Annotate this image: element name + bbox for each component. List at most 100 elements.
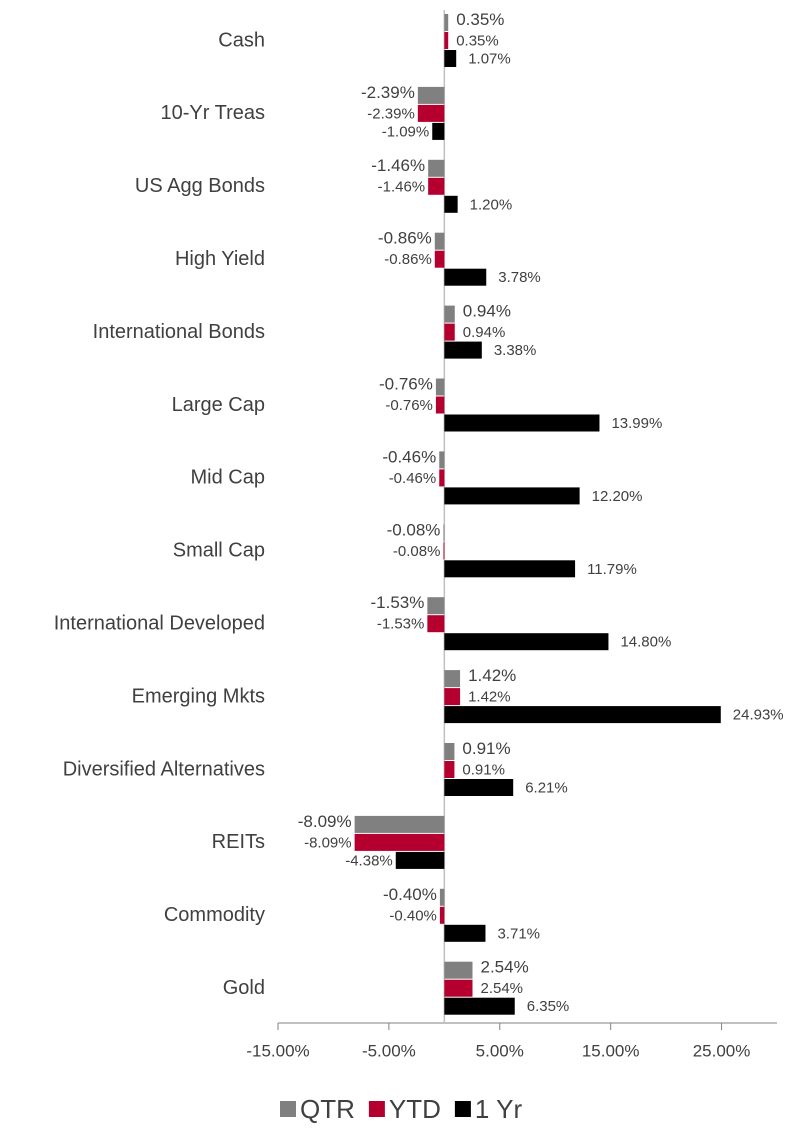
x-tick-label: 5.00% (476, 1041, 524, 1060)
bar (444, 761, 455, 778)
value-label: -0.08% (393, 543, 441, 560)
value-label: 6.35% (527, 998, 570, 1015)
category-label: Diversified Alternatives (63, 758, 265, 780)
bar (443, 542, 445, 560)
bar (443, 524, 445, 542)
bar (354, 815, 445, 833)
value-label: -0.86% (384, 251, 432, 268)
bar (444, 487, 580, 505)
legend-swatch (454, 1101, 471, 1117)
value-label: 1.42% (468, 666, 516, 685)
value-label: 14.80% (620, 634, 671, 651)
value-label: -0.40% (383, 885, 437, 904)
value-label: 0.35% (456, 10, 504, 29)
legend-swatch (280, 1101, 296, 1117)
bar (428, 159, 445, 177)
bar (432, 122, 445, 140)
bar (444, 195, 458, 213)
value-label: -0.40% (389, 907, 437, 924)
value-label: -0.46% (382, 447, 436, 466)
value-label: -1.46% (371, 156, 425, 175)
bar (439, 451, 445, 469)
bar (444, 961, 473, 979)
bar (395, 851, 445, 869)
legend-label: 1 Yr (475, 1094, 523, 1124)
value-label: 3.71% (497, 925, 540, 942)
bar (444, 997, 515, 1015)
bar (444, 924, 486, 942)
value-label: 13.99% (611, 415, 662, 432)
bar (444, 779, 514, 796)
value-label: 0.94% (463, 324, 506, 341)
bar (444, 670, 461, 688)
value-label: -0.76% (385, 397, 433, 414)
value-label: 0.94% (463, 302, 511, 321)
bar (417, 86, 445, 104)
bar (439, 888, 445, 906)
bar (444, 979, 473, 997)
bar (444, 688, 461, 706)
legend-label: QTR (300, 1094, 355, 1124)
value-label: -0.76% (379, 374, 433, 393)
bar (444, 32, 449, 49)
bar (444, 706, 721, 724)
bar (444, 268, 487, 286)
bar (444, 323, 455, 341)
value-label: 6.21% (525, 779, 568, 796)
category-label: Small Cap (173, 540, 265, 562)
value-label: -1.53% (377, 616, 425, 633)
value-label: -1.09% (382, 123, 430, 140)
x-tick-label: -15.00% (246, 1041, 309, 1060)
category-label: Emerging Mkts (132, 685, 265, 707)
value-label: -0.08% (387, 520, 441, 539)
bar (434, 250, 445, 268)
category-label: 10-Yr Treas (161, 102, 265, 124)
value-label: 1.42% (468, 689, 511, 706)
x-tick-label: 25.00% (693, 1041, 751, 1060)
category-label: REITs (212, 831, 265, 853)
value-label: 0.91% (462, 761, 505, 778)
value-label: -8.09% (304, 834, 352, 851)
bar (427, 597, 445, 615)
bar (428, 177, 445, 195)
category-label: Mid Cap (191, 467, 265, 489)
value-label: 2.54% (480, 980, 523, 997)
bar (444, 50, 457, 67)
value-label: -4.38% (345, 852, 393, 869)
legend-swatch (368, 1101, 385, 1117)
value-label: -0.46% (389, 470, 437, 487)
value-label: -1.46% (378, 178, 426, 195)
category-label: High Yield (175, 248, 265, 270)
value-label: 1.07% (468, 50, 511, 67)
value-label: 0.91% (462, 739, 510, 758)
category-label: Cash (218, 29, 265, 51)
x-tick-label: 15.00% (582, 1041, 640, 1060)
value-label: 0.35% (456, 32, 499, 49)
value-label: -2.39% (367, 105, 415, 122)
bar (444, 341, 482, 359)
bar (444, 743, 455, 760)
bar (417, 104, 445, 122)
category-label: International Bonds (93, 321, 265, 343)
legend-label: YTD (389, 1094, 441, 1124)
value-label: -0.86% (378, 229, 432, 248)
x-tick-label: -5.00% (362, 1041, 416, 1060)
value-label: 11.79% (587, 561, 637, 578)
bar (435, 378, 445, 396)
value-label: 3.38% (494, 342, 537, 359)
value-label: -8.09% (298, 812, 352, 831)
value-label: 24.93% (733, 707, 784, 724)
bar (444, 14, 449, 31)
bar (444, 560, 576, 578)
category-label: Commodity (164, 904, 265, 926)
bar (444, 305, 455, 323)
category-label: International Developed (54, 612, 265, 634)
bar (434, 232, 445, 250)
bar (427, 615, 445, 633)
value-label: -2.39% (361, 83, 415, 102)
bar (435, 396, 445, 414)
bar (439, 906, 445, 924)
category-label: Large Cap (172, 394, 265, 416)
value-label: 2.54% (480, 958, 528, 977)
